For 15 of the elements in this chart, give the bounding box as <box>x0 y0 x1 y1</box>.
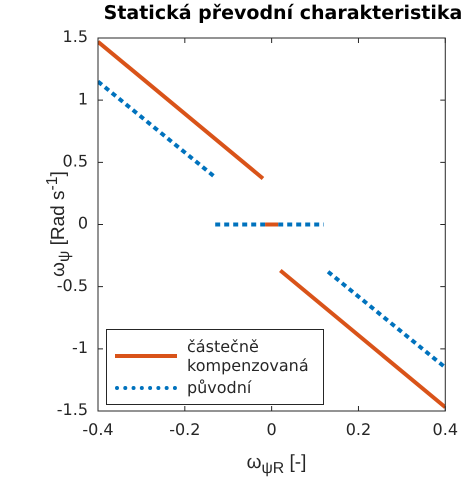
x-axis-title: ω$_{ψR}$ [-] <box>246 452 308 478</box>
y-tick-label: -1.5 <box>56 400 88 420</box>
y-tick-label: -0.5 <box>56 276 88 295</box>
y-tick-label: 0.5 <box>62 151 88 170</box>
x-tick-label: -0.2 <box>169 420 200 439</box>
x-tick-label: 0.2 <box>346 420 372 439</box>
y-tick-label: 1.5 <box>62 27 88 46</box>
y-tick-label: 0 <box>78 214 88 233</box>
x-tick-label: 0.4 <box>432 420 458 439</box>
x-tick-label: 0 <box>266 420 277 439</box>
legend-label: původní <box>187 378 252 397</box>
y-tick-label: 1 <box>78 89 88 108</box>
x-tick-label: -0.4 <box>82 420 114 439</box>
y-tick-label: -1 <box>72 338 88 357</box>
chart-title: Statická převodní charakteristika <box>102 2 464 24</box>
